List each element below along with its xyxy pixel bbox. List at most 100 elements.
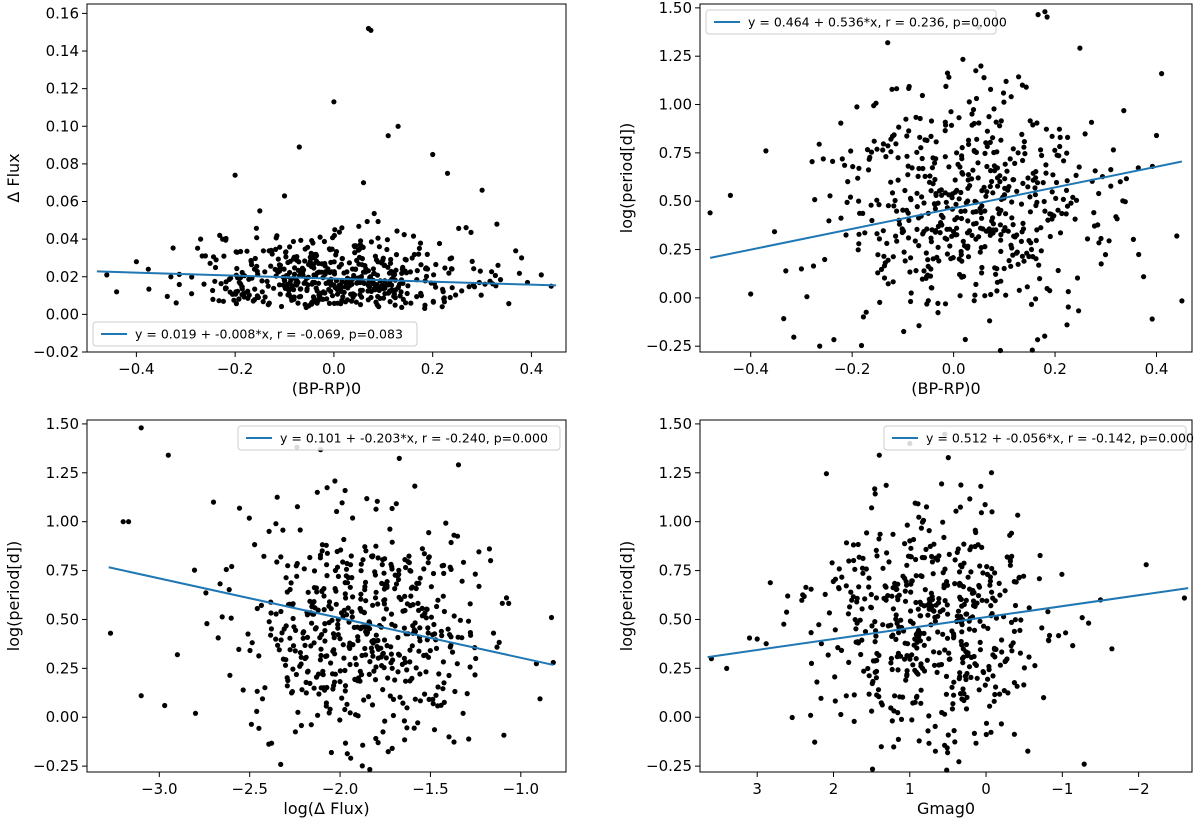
scatter-point xyxy=(905,235,912,241)
scatter-point xyxy=(361,697,367,703)
scatter-point xyxy=(408,593,414,599)
scatter-point xyxy=(339,695,345,701)
scatter-point xyxy=(944,226,950,232)
scatter-point xyxy=(976,120,982,126)
scatter-point xyxy=(199,253,205,259)
scatter-point xyxy=(942,154,948,160)
scatter-point xyxy=(953,201,959,207)
scatter-point xyxy=(210,499,217,505)
scatter-point xyxy=(339,297,345,304)
scatter-point xyxy=(327,706,333,712)
scatter-point xyxy=(914,204,920,210)
scatter-point xyxy=(1008,94,1014,100)
scatter-point xyxy=(236,296,242,302)
scatter-point xyxy=(328,606,334,612)
scatter-point xyxy=(808,660,815,667)
scatter-point xyxy=(909,165,915,171)
scatter-point xyxy=(366,284,373,290)
scatter-point xyxy=(213,257,219,263)
scatter-point xyxy=(396,652,402,658)
scatter-point xyxy=(438,628,444,634)
scatter-point xyxy=(412,696,418,702)
scatter-point xyxy=(951,692,957,698)
scatter-point xyxy=(381,637,388,643)
scatter-point xyxy=(707,210,713,216)
scatter-point xyxy=(1047,233,1053,240)
scatter-point xyxy=(1012,234,1018,240)
scatter-point xyxy=(379,663,385,669)
y-tick-label: 0.25 xyxy=(46,659,79,677)
scatter-point xyxy=(331,647,337,653)
scatter-point xyxy=(1063,630,1069,636)
scatter-point xyxy=(352,655,358,661)
scatter-point xyxy=(1011,680,1018,686)
scatter-point xyxy=(1011,731,1018,737)
scatter-point xyxy=(291,624,297,630)
scatter-point xyxy=(888,655,895,662)
scatter-point xyxy=(260,248,266,254)
scatter-point xyxy=(392,302,398,308)
scatter-point xyxy=(908,290,914,296)
scatter-point xyxy=(956,196,962,202)
scatter-point xyxy=(849,597,855,603)
scatter-point xyxy=(998,248,1004,254)
scatter-point xyxy=(418,262,424,268)
scatter-point xyxy=(418,290,424,296)
scatter-point xyxy=(227,672,233,678)
scatter-point xyxy=(894,620,900,627)
scatter-point xyxy=(1016,287,1022,293)
scatter-point xyxy=(871,138,877,144)
scatter-point xyxy=(1056,153,1062,159)
scatter-point xyxy=(940,519,946,525)
scatter-point xyxy=(981,623,987,629)
scatter-point xyxy=(898,716,905,723)
scatter-point xyxy=(373,664,379,670)
scatter-point xyxy=(388,644,394,650)
scatter-point xyxy=(409,255,415,261)
scatter-point xyxy=(1007,532,1013,538)
scatter-point xyxy=(958,252,964,258)
scatter-point xyxy=(412,483,418,489)
scatter-point xyxy=(924,657,930,663)
scatter-point xyxy=(215,635,221,641)
scatter-point xyxy=(297,527,303,533)
scatter-point xyxy=(494,221,500,227)
scatter-point xyxy=(352,244,358,250)
scatter-point xyxy=(318,646,324,652)
scatter-point xyxy=(964,230,971,236)
scatter-point xyxy=(417,240,424,246)
scatter-point xyxy=(388,651,394,657)
scatter-point xyxy=(927,543,933,550)
scatter-point xyxy=(400,296,406,302)
scatter-point xyxy=(906,83,912,90)
y-tick-label: 1.25 xyxy=(46,464,79,482)
scatter-point xyxy=(384,246,390,253)
scatter-point xyxy=(282,283,288,289)
scatter-point xyxy=(343,566,350,572)
scatter-point xyxy=(894,238,900,244)
scatter-point xyxy=(982,244,988,250)
scatter-point xyxy=(277,291,283,297)
scatter-point xyxy=(348,553,354,559)
scatter-point xyxy=(273,636,279,642)
y-tick-label: 0.04 xyxy=(46,230,79,248)
scatter-point xyxy=(942,711,948,717)
scatter-point xyxy=(315,607,321,613)
scatter-point xyxy=(1014,188,1020,194)
scatter-point xyxy=(954,150,960,156)
y-axis-label: log(period[d]) xyxy=(4,541,23,651)
scatter-point xyxy=(427,648,433,654)
scatter-point xyxy=(326,300,333,306)
scatter-point xyxy=(490,630,497,636)
scatter-point xyxy=(972,292,978,298)
scatter-point xyxy=(1011,579,1017,585)
scatter-point xyxy=(955,608,962,614)
scatter-point xyxy=(1061,158,1067,164)
scatter-point xyxy=(919,519,926,525)
scatter-point xyxy=(249,640,255,646)
scatter-point xyxy=(342,591,348,597)
scatter-point xyxy=(1032,192,1038,198)
scatter-point xyxy=(403,678,409,684)
scatter-point xyxy=(980,570,986,576)
scatter-point xyxy=(428,614,434,620)
